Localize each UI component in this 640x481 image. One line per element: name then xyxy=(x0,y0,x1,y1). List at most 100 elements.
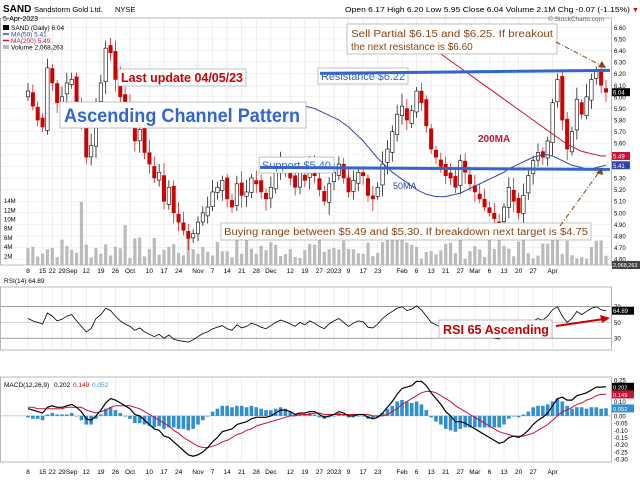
macd-histogram-bar xyxy=(133,415,137,424)
macd-badge xyxy=(612,382,634,391)
rsi-badge-label: 64.89 xyxy=(613,309,629,315)
macd-histogram-bar xyxy=(327,415,331,418)
volume-bar xyxy=(308,244,312,265)
macd-histogram-bar xyxy=(264,410,268,416)
x-tick-label: 8 xyxy=(26,469,30,476)
volume-bar xyxy=(444,243,448,265)
x-tick-label: 6 xyxy=(488,469,492,476)
macd-histogram-bar xyxy=(599,408,603,416)
candle-body xyxy=(385,148,390,163)
macd-title-name: MACD(12,26,9) xyxy=(4,382,49,389)
candle-body xyxy=(50,68,55,84)
rsi-note-box xyxy=(438,319,553,339)
macd-histogram-bar xyxy=(361,415,365,417)
candle-body xyxy=(482,198,487,208)
macd-histogram-bar xyxy=(536,405,540,416)
volume-bar xyxy=(225,251,229,265)
macd-histogram-bar xyxy=(550,401,555,416)
axis-labels: 4.604.704.804.905.005.105.205.305.405.50… xyxy=(4,26,628,464)
x-tick-label: Dec xyxy=(265,268,277,275)
macd-histogram-bar xyxy=(584,408,589,416)
candle-body xyxy=(458,160,463,186)
volume-bar xyxy=(167,246,171,265)
macd-tick-label: -0.05 xyxy=(614,422,628,428)
candle-body xyxy=(181,222,186,231)
candle-body xyxy=(297,171,302,188)
x-tick-label: 17 xyxy=(360,469,368,476)
volume-bar xyxy=(104,244,108,265)
x-tick-label: 23 xyxy=(374,469,382,476)
volume-bar xyxy=(439,250,443,265)
candle-body xyxy=(162,175,167,202)
price-tick-label: 4.80 xyxy=(614,235,626,241)
macd-histogram-bar xyxy=(492,415,497,428)
buy-arrowhead-icon xyxy=(596,168,603,175)
candle-body xyxy=(220,180,225,191)
candle-body xyxy=(55,83,60,103)
x-tick-label: 26 xyxy=(112,469,120,476)
volume-badge-label: 2,068,263 xyxy=(613,263,637,269)
volume-bar xyxy=(249,248,254,265)
macd-histogram-bar xyxy=(545,404,550,416)
x-tick-label: 20 xyxy=(515,469,523,476)
macd-histogram-bar xyxy=(332,415,336,417)
x-tick-label: 7 xyxy=(211,268,215,275)
macd-histogram-bar xyxy=(507,415,511,419)
x-tick-label: 24 xyxy=(175,469,183,476)
macd-histogram-bar xyxy=(293,414,297,416)
price-tick-label: 5.70 xyxy=(614,130,626,136)
price-candles xyxy=(25,38,608,251)
macd-histogram-bar xyxy=(390,405,395,416)
x-tick-label: Oct xyxy=(125,268,135,275)
candle-body xyxy=(506,187,511,208)
legend-price-swatch xyxy=(3,25,9,30)
candle-body xyxy=(346,177,351,193)
volume-bar xyxy=(162,249,166,265)
candle-body xyxy=(414,90,419,113)
macd-histogram-bar xyxy=(463,415,467,428)
x-tick-label: 19 xyxy=(97,268,105,275)
macd-histogram-bar xyxy=(31,415,35,419)
x-tick-label: 19 xyxy=(301,469,309,476)
volume-bar xyxy=(536,255,540,265)
candle-body xyxy=(30,92,35,107)
volume-bar xyxy=(79,201,84,265)
macd-histogram-bar xyxy=(482,415,487,428)
macd-histogram-bar xyxy=(118,413,123,416)
x-tick-label: 2023 xyxy=(327,469,342,476)
x-tick-label: 14 xyxy=(224,268,232,275)
volume-bar xyxy=(206,251,210,265)
volume-bar xyxy=(356,253,360,265)
macd-title-hist: 0.052 xyxy=(92,382,109,389)
x-tick-label: 13 xyxy=(428,268,436,275)
volume-bar xyxy=(186,237,190,265)
macd-histogram-bar xyxy=(434,415,438,422)
candle-body xyxy=(589,79,594,101)
volume-bar xyxy=(487,237,492,265)
macd-histogram-bar xyxy=(79,415,84,421)
macd-histogram-bar xyxy=(526,411,531,416)
x-tick-label: 7 xyxy=(211,469,215,476)
macd-histogram-bar xyxy=(531,407,535,416)
volume-bar xyxy=(259,245,263,265)
macd-histogram-bar xyxy=(317,415,322,418)
x-tick-label: 15 xyxy=(39,469,47,476)
macd-histogram-bar xyxy=(40,415,45,421)
macd-histogram-bar xyxy=(108,407,113,416)
volume-bar xyxy=(240,253,244,265)
price-badge-label: 6.04 xyxy=(613,91,625,97)
volume-bar xyxy=(531,258,535,265)
rsi-note: RSI 65 Ascending xyxy=(443,323,549,337)
legend-volume: Volume 2,068,263 xyxy=(11,45,64,52)
macd-histogram-bar xyxy=(103,408,108,416)
candle-body xyxy=(584,96,589,116)
macd-tick-label: -0.30 xyxy=(614,458,628,464)
candle-body xyxy=(511,189,516,202)
x-tick-label: 27 xyxy=(457,268,465,275)
volume-bars xyxy=(26,201,608,265)
candle-body xyxy=(249,177,254,193)
x-tick-label: 27 xyxy=(316,469,324,476)
macd-histogram-bar xyxy=(579,407,584,416)
candle-body xyxy=(409,110,414,124)
x-tick-label: 27 xyxy=(457,469,465,476)
